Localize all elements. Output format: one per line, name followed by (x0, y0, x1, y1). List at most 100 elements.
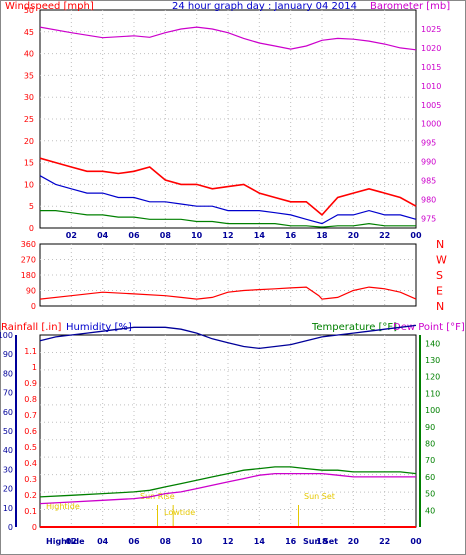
humidity-tick-label: 80 (3, 369, 13, 378)
time-tick-label: 18 (316, 231, 328, 240)
windspeed-tick-label: 30 (24, 93, 34, 102)
humidity-tick-label: 70 (3, 389, 13, 398)
time-tick-label: 10 (191, 537, 203, 546)
time-tick-label: 12 (222, 537, 233, 546)
windspeed-tick-label: 5 (29, 202, 34, 211)
rainfall-tick-label: 0.4 (24, 459, 37, 468)
series-humidity (39, 324, 417, 350)
temperature-tick-label: 70 (425, 456, 435, 465)
temperature-tick-label: 110 (425, 389, 440, 398)
windspeed-tick-label: 40 (24, 50, 34, 59)
temperature-tick-label: 80 (425, 440, 435, 449)
direction-tick-label: 180 (21, 271, 36, 280)
windspeed-tick-label: 50 (24, 6, 34, 15)
sunrise-annotation: Sun Rise (140, 492, 175, 501)
temperature-tick-label: 140 (425, 339, 440, 348)
rainfall-tick-label: 0.3 (24, 475, 37, 484)
rainfall-tick-label: 1.1 (24, 347, 37, 356)
time-tick-label: 06 (128, 537, 140, 546)
humidity-tick-label: 90 (3, 350, 13, 359)
windspeed-tick-label: 0 (29, 224, 34, 233)
compass-tick-label: N (436, 238, 444, 251)
barometer-tick-label: 1010 (421, 82, 441, 91)
compass-tick-label: W (436, 254, 447, 267)
barometer-tick-label: 985 (421, 177, 436, 186)
hightide-bottom-label: Hightide (46, 537, 85, 546)
series-wind_avg (39, 175, 417, 225)
rainfall-tick-label: 0 (32, 523, 37, 532)
time-tick-label: 08 (160, 231, 172, 240)
windspeed-tick-label: 10 (24, 180, 34, 189)
barometer-tick-label: 975 (421, 215, 436, 224)
barometer-tick-label: 1000 (421, 120, 441, 129)
time-tick-label: 02 (66, 537, 77, 546)
temperature-tick-label: 120 (425, 373, 440, 382)
time-tick-label: 16 (285, 537, 297, 546)
time-tick-label: 08 (160, 537, 172, 546)
direction-tick-label: 0 (31, 302, 36, 311)
time-tick-label: 10 (191, 231, 203, 240)
rainfall-tick-label: 0.2 (24, 491, 37, 500)
temperature-tick-label: 130 (425, 356, 440, 365)
rainfall-tick-label: 1 (32, 363, 37, 372)
windspeed-axis-label: Windspeed [mph] (5, 1, 94, 12)
temperature-tick-label: 60 (425, 473, 435, 482)
compass-tick-label: E (436, 285, 443, 298)
barometer-tick-label: 980 (421, 196, 436, 205)
humidity-tick-label: 40 (3, 446, 13, 455)
compass-tick-label: S (436, 269, 443, 282)
temperature-tick-label: 100 (425, 406, 440, 415)
rainfall-tick-label: 0.5 (24, 443, 37, 452)
series-dewpoint (39, 472, 416, 505)
windspeed-tick-label: 25 (24, 115, 34, 124)
temperature-tick-label: 90 (425, 423, 435, 432)
time-tick-label: 14 (254, 231, 266, 240)
rainfall-tick-label: 0.8 (24, 395, 37, 404)
barometer-tick-label: 1005 (421, 101, 441, 110)
rainfall-tick-label: 0.7 (24, 411, 37, 420)
time-tick-label: 06 (128, 231, 140, 240)
humidity-tick-label: 0 (8, 523, 13, 532)
rainfall-tick-label: 0.6 (24, 427, 37, 436)
humidity-axis-label: Humidity [%] (66, 322, 132, 333)
rainfall-axis-label: Rainfall [.in] (1, 322, 62, 333)
time-tick-label: 14 (254, 537, 266, 546)
series-direction (39, 286, 417, 300)
humidity-tick-label: 100 (0, 331, 13, 340)
barometer-tick-label: 990 (421, 158, 436, 167)
windspeed-tick-label: 35 (24, 71, 34, 80)
sunset-annotation: Sun Set (304, 492, 335, 501)
humidity-tick-label: 10 (3, 504, 13, 513)
direction-tick-label: 270 (21, 256, 36, 265)
series-wind_gust (39, 157, 417, 217)
series-barometer (39, 26, 417, 51)
time-tick-label: 04 (97, 537, 109, 546)
rainfall-tick-label: 0.1 (24, 507, 37, 516)
temperature-axis-label: Temperature [°F] (311, 322, 397, 333)
humidity-tick-label: 50 (3, 427, 13, 436)
time-tick-label: 20 (348, 231, 360, 240)
windspeed-tick-label: 45 (24, 28, 34, 37)
series-wind_speed (40, 210, 416, 228)
series-temperature (39, 466, 417, 498)
sunset-bottom-label: Sun Set (303, 537, 338, 546)
humidity-tick-label: 60 (3, 408, 13, 417)
time-tick-label: 02 (66, 231, 77, 240)
compass-tick-label: N (436, 300, 444, 313)
lowtide-annotation: Lowtide (164, 508, 195, 517)
chart-title: 24 hour graph day : January 04 2014 (172, 1, 357, 12)
time-tick-label: 12 (222, 231, 233, 240)
time-tick-label: 00 (410, 537, 422, 546)
time-tick-label: 16 (285, 231, 297, 240)
time-tick-label: 20 (348, 537, 360, 546)
time-tick-label: 00 (410, 231, 422, 240)
time-tick-label: 22 (379, 537, 390, 546)
windspeed-tick-label: 15 (24, 159, 34, 168)
humidity-tick-label: 20 (3, 485, 13, 494)
hightide-annotation: Hightide (46, 502, 80, 511)
barometer-tick-label: 1025 (421, 25, 441, 34)
rainfall-tick-label: 0.9 (24, 379, 37, 388)
time-tick-label: 18 (316, 537, 328, 546)
time-tick-label: 04 (97, 231, 109, 240)
